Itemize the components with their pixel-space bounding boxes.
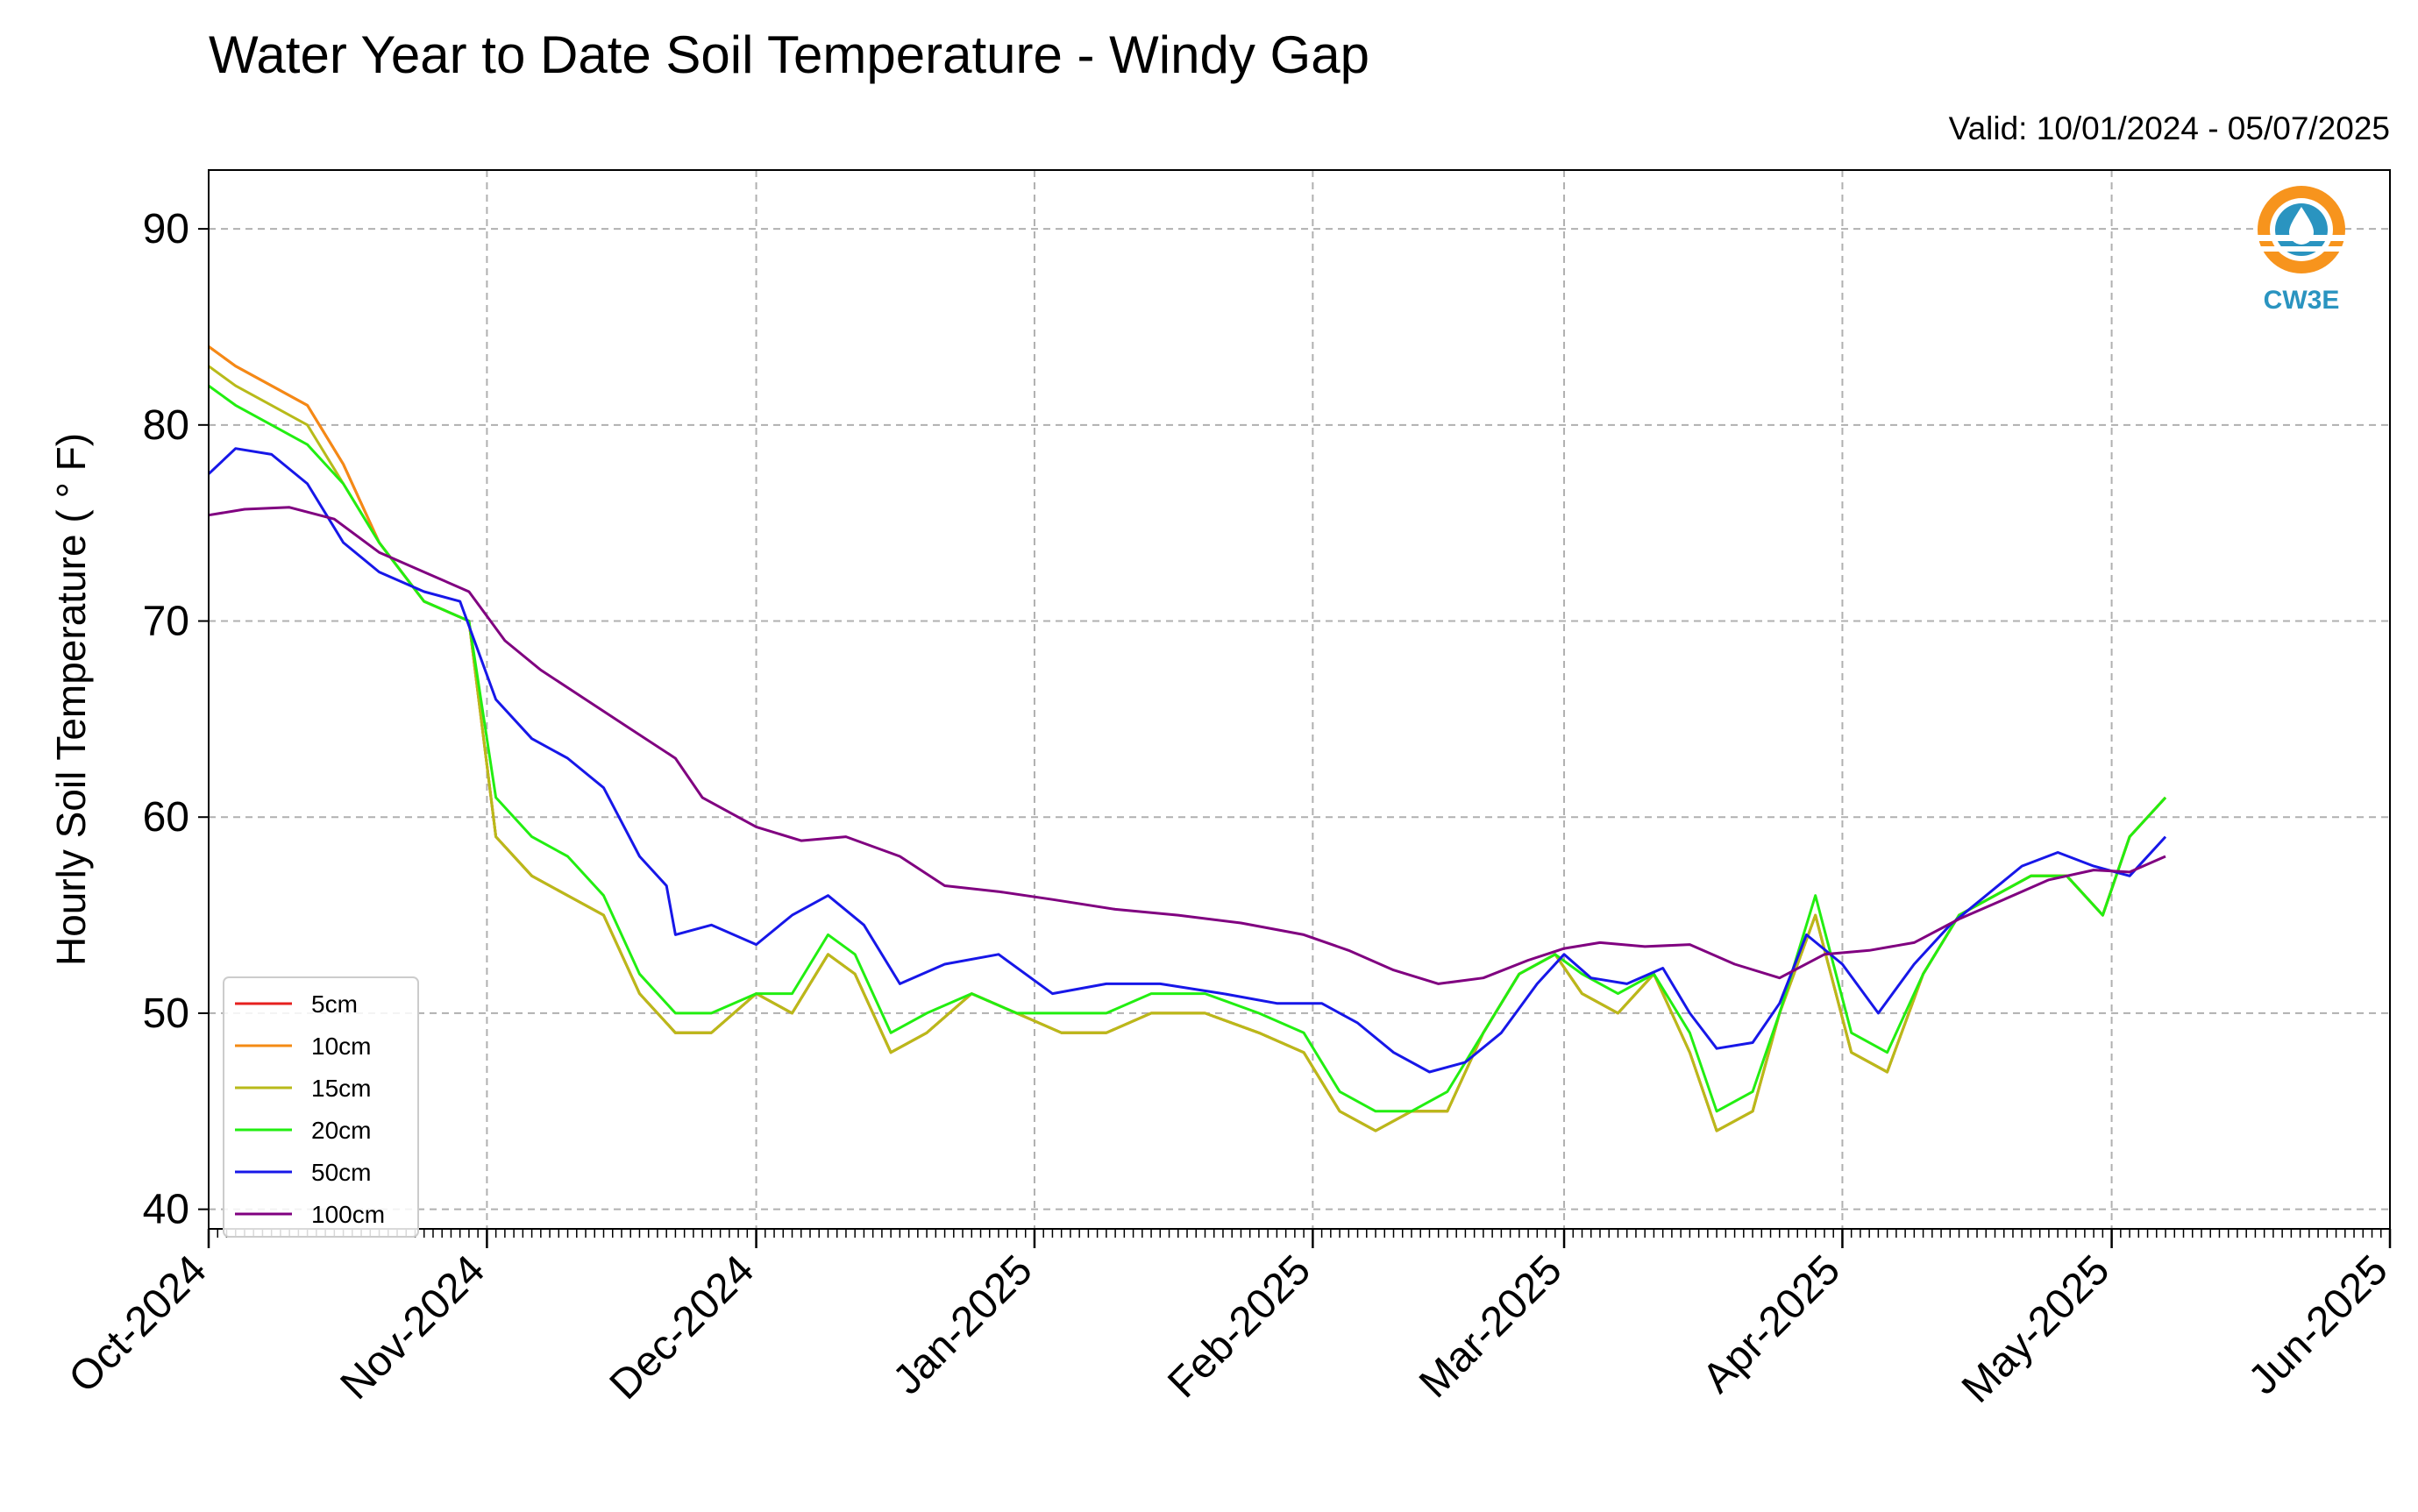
series-line-50cm (207, 447, 2167, 1074)
logo-text: CW3E (2264, 286, 2340, 315)
series-line-100cm (208, 506, 2166, 985)
logo-wave-icon-2 (2260, 246, 2343, 252)
legend-label: 5cm (311, 990, 358, 1018)
y-tick-label: 90 (143, 206, 189, 252)
grid-layer (208, 170, 2391, 1229)
x-tick-label: Oct-2024 (60, 1246, 216, 1402)
legend-label: 100cm (311, 1201, 385, 1228)
x-tick-label: May-2025 (1953, 1246, 2118, 1411)
x-tick-label: Apr-2025 (1694, 1246, 1849, 1402)
chart-title: Water Year to Date Soil Temperature - Wi… (209, 25, 1369, 84)
x-tick-label: Jun-2025 (2240, 1246, 2397, 1403)
series-line-15cm (208, 365, 2167, 1132)
legend-label: 10cm (311, 1033, 371, 1060)
x-tick-label: Jan-2025 (885, 1246, 1042, 1403)
legend-label: 20cm (311, 1117, 371, 1144)
cw3e-logo: CW3E (2258, 186, 2345, 315)
series-line-20cm (208, 384, 2167, 1113)
series-layer (207, 345, 2167, 1132)
logo-drop-icon (2289, 207, 2314, 245)
ticks-layer (198, 228, 2392, 1248)
x-tick-label: Nov-2024 (332, 1246, 494, 1409)
x-tick-label: Feb-2025 (1159, 1246, 1319, 1407)
y-tick-label: 40 (143, 1187, 189, 1233)
y-tick-label: 60 (143, 794, 189, 841)
y-tick-label: 70 (143, 599, 189, 645)
y-tick-label: 80 (143, 402, 189, 449)
legend-label: 50cm (311, 1159, 371, 1186)
y-tick-label: 50 (143, 990, 189, 1037)
chart-subtitle: Valid: 10/01/2024 - 05/07/2025 (1948, 110, 2390, 146)
x-tick-label: Mar-2025 (1411, 1246, 1571, 1407)
legend-label: 15cm (311, 1075, 371, 1102)
plot-frame (208, 169, 2391, 1230)
y-axis-label: Hourly Soil Temperature ( ° F) (48, 433, 94, 966)
x-tick-label: Dec-2024 (601, 1246, 764, 1409)
legend: 5cm 10cm 15cm 20cm 50cm 100cm (223, 976, 419, 1238)
